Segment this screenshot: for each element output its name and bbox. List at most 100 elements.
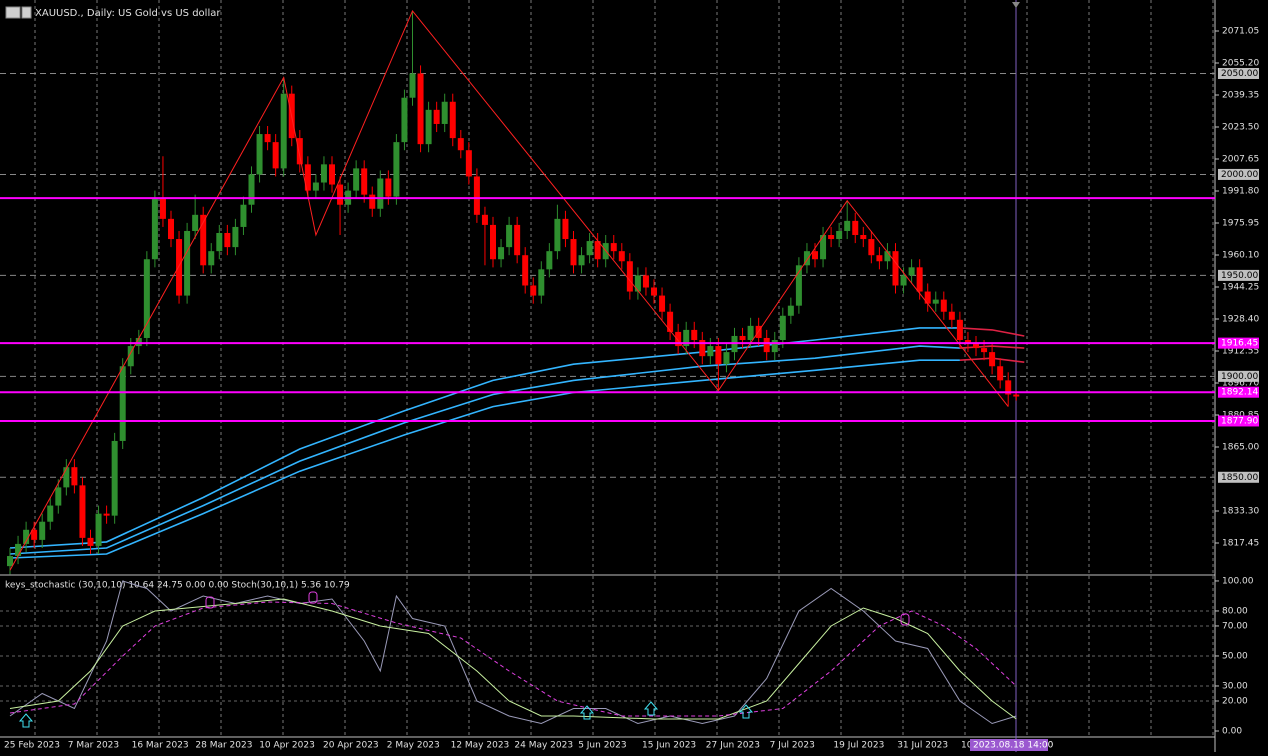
cursor-label-box [970, 739, 1048, 751]
candle-body [715, 346, 722, 365]
candle-body [208, 251, 215, 266]
candle-body [192, 214, 199, 231]
candle-body [143, 259, 150, 338]
candle-body [530, 285, 537, 296]
candle-body [393, 142, 400, 197]
candle-body [828, 235, 835, 240]
candle-body [216, 232, 223, 252]
moving-average [9, 345, 960, 555]
candle-body [884, 251, 891, 262]
y-tick-label: 1817.45 [1222, 539, 1259, 549]
moving-average [9, 359, 960, 559]
indicator-title: keys_stochastic (30,10,10) 10.64 24.75 0… [5, 581, 350, 591]
buy-arrow [579, 705, 595, 720]
x-tick-label: 7 Jul 2023 [770, 741, 815, 751]
candle-body [159, 198, 166, 219]
candle-body [932, 299, 939, 304]
x-tick-label: 12 May 2023 [451, 741, 510, 751]
x-tick-label: 31 Jul 2023 [897, 741, 948, 751]
candle-body [1005, 380, 1012, 395]
candle-body [973, 344, 979, 349]
candle-body [481, 214, 488, 225]
y-tick-label: 1960.10 [1222, 250, 1259, 260]
level-label: 2050.00 [1221, 69, 1258, 79]
candle-body [1013, 394, 1020, 397]
candle-body [176, 239, 183, 296]
candle-body [634, 275, 641, 292]
level-label-box [1218, 471, 1259, 483]
icon [21, 6, 32, 19]
level-label: 1950.00 [1221, 271, 1258, 281]
candle-body [779, 315, 786, 340]
y-tick-label: 30.00 [1222, 681, 1248, 691]
chart-title: XAUUSD., Daily: US Gold vs US dollar [35, 8, 221, 19]
sell-signal [308, 591, 318, 604]
candle-body [981, 348, 988, 353]
x-tick-label: 28 Mar 2023 [195, 741, 252, 751]
candle-body [31, 529, 38, 540]
candle-body [546, 251, 553, 270]
candle-body [739, 335, 746, 340]
candle-body [256, 134, 263, 175]
candle-body [554, 218, 561, 252]
level-label-box [1218, 386, 1259, 398]
level-label: 2000.00 [1221, 170, 1258, 180]
candle-body [514, 224, 521, 256]
candle-body [272, 142, 279, 169]
candle-body [538, 269, 545, 296]
candle-body [433, 109, 440, 124]
candle-body [55, 487, 62, 506]
candle-body [39, 521, 46, 540]
candle-body [369, 194, 376, 209]
candle-body [659, 295, 666, 312]
candle-body [626, 261, 633, 292]
candle-body [651, 287, 657, 296]
level-label-box [1218, 415, 1259, 427]
candle-body [361, 168, 368, 195]
y-tick-label: 1865.00 [1222, 443, 1259, 453]
candle-body [353, 168, 360, 191]
crosshair-marker [1012, 2, 1020, 8]
y-tick-label: 1975.95 [1222, 218, 1259, 228]
level-label-box [1218, 337, 1259, 349]
candle-body [127, 346, 134, 367]
candle-body [401, 97, 408, 143]
y-tick-label: 2071.05 [1222, 26, 1259, 36]
candle-body [312, 182, 319, 191]
x-tick-label: 5 Jun 2023 [578, 741, 626, 751]
candle-body [570, 239, 577, 266]
x-tick-label: 15 Jun 2023 [642, 741, 696, 751]
level-label: 1916.45 [1221, 339, 1258, 349]
candle-body [940, 299, 947, 312]
candle-body [168, 218, 174, 240]
candle-body [803, 251, 810, 266]
candle-body [320, 164, 327, 183]
candle-body [924, 291, 931, 304]
candle-body [135, 337, 142, 347]
candle-body [578, 255, 585, 266]
moving-average [959, 327, 1025, 337]
indicator-line [9, 580, 1017, 725]
x-tick-label: 2 May 2023 [387, 741, 440, 751]
candle-body [691, 329, 698, 340]
candle-body [200, 214, 207, 266]
candle-body [490, 224, 496, 260]
candle-body [337, 184, 344, 205]
level-label: 1877.90 [1221, 416, 1258, 426]
candle-body [63, 467, 70, 488]
x-tick-label: 27 Jun 2023 [706, 741, 760, 751]
candle-body [111, 440, 118, 516]
candle-body [916, 267, 923, 292]
candle-body [119, 366, 126, 441]
sell-signal [900, 613, 910, 626]
x-tick-label: 16 Mar 2023 [132, 741, 189, 751]
candle-body [457, 138, 464, 151]
x-tick-label: 7 Mar 2023 [68, 741, 119, 751]
x-tick-label: 10 Apr 2023 [259, 741, 315, 751]
level-label: 1850.00 [1221, 473, 1258, 483]
x-tick-label: 20 Apr 2023 [323, 741, 379, 751]
y-tick-label: 20.00 [1222, 696, 1248, 706]
candle-body [997, 366, 1004, 381]
y-tick-label: 2007.65 [1222, 154, 1259, 164]
